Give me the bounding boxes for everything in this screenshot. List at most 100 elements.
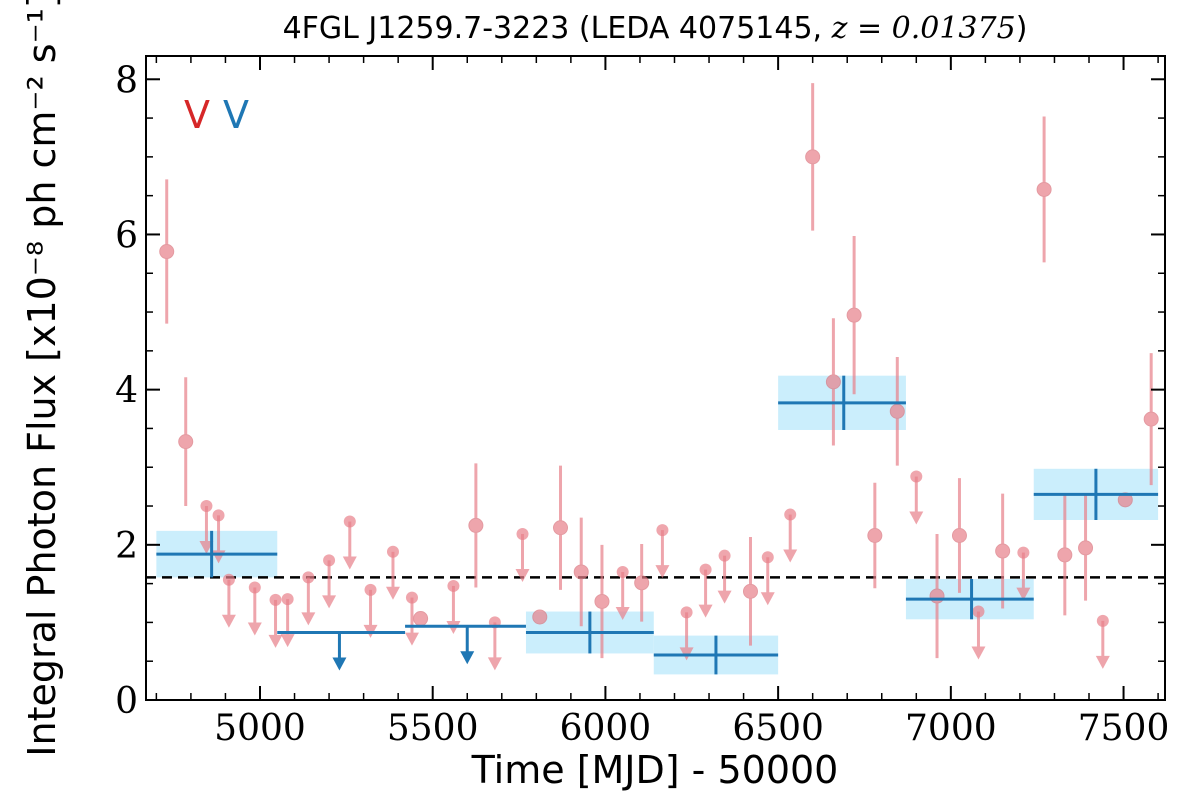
upper-limit-marker: [248, 581, 261, 594]
upper-limit-7: [342, 515, 357, 570]
upper-limit-3: [268, 593, 283, 648]
detection-marker: [178, 434, 194, 450]
detection-marker: [805, 149, 821, 165]
upper-limit-arrow: [909, 476, 924, 525]
upper-limit-arrow: [1016, 552, 1031, 601]
upper-limit-arrow: [268, 599, 283, 648]
upper-limit-18: [717, 549, 732, 604]
upper-limit-arrow-head: [1016, 587, 1031, 601]
upper-limit-arrow-head: [760, 592, 775, 606]
detection-marker: [1117, 492, 1133, 508]
detection-marker: [468, 517, 484, 533]
upper-limit-arrow: [1095, 620, 1110, 669]
upper-limit-2: [247, 581, 262, 636]
bin-upper-limit-head: [460, 651, 475, 665]
upper-limit-1: [221, 573, 236, 628]
bin-point-1: [277, 630, 406, 671]
upper-limit-arrow-head: [301, 612, 316, 626]
upper-limit-marker: [405, 591, 418, 604]
title-close: ): [1016, 11, 1028, 46]
x-tick-label: 5500: [387, 708, 479, 749]
detection-point-11: [825, 318, 841, 446]
upper-limit-arrow-head: [515, 568, 530, 582]
upper-limit-marker: [269, 593, 282, 606]
upper-limit-arrow-head: [698, 604, 713, 618]
upper-limit-12: [487, 616, 502, 671]
detection-marker: [889, 403, 905, 419]
detection-point-21: [1117, 492, 1133, 508]
upper-limit-arrow: [301, 577, 316, 626]
detection-point-19: [1057, 494, 1073, 616]
detection-point-22: [1143, 353, 1159, 486]
legend-mark-blue: V: [184, 93, 210, 137]
upper-limit-arrow: [199, 506, 214, 555]
upper-limit-17: [698, 563, 713, 618]
upper-limit-13: [515, 527, 530, 582]
detection-point-10: [805, 83, 821, 231]
upper-limit-marker: [656, 524, 669, 537]
upper-limit-arrow-head: [404, 632, 419, 646]
upper-limit-marker: [200, 500, 213, 513]
upper-limit-arrow-head: [717, 590, 732, 604]
detection-marker: [867, 528, 883, 544]
legend-marks: V V: [184, 93, 249, 137]
detection-point-15: [929, 533, 945, 659]
detection-point-18: [1036, 116, 1052, 263]
y-tick-label: 4: [115, 371, 138, 412]
plot-area: 5000 5500 6000 6500 7000 7500 0 2 4 6 8: [115, 55, 1170, 749]
upper-limit-19: [760, 551, 775, 606]
x-tick-label: 5000: [214, 708, 306, 749]
upper-limit-arrow: [717, 555, 732, 604]
upper-limit-arrow-head: [615, 606, 630, 620]
detection-marker: [573, 564, 589, 580]
upper-limit-marker: [699, 563, 712, 576]
y-tick-label: 6: [115, 215, 138, 256]
bin-point-0: [156, 530, 278, 578]
upper-limit-20: [783, 508, 798, 563]
x-axis-label: Time [MJD] - 50000: [471, 748, 839, 792]
upper-limit-marker: [302, 571, 315, 584]
upper-limit-arrow: [363, 589, 378, 638]
upper-limit-10: [404, 591, 419, 646]
upper-limit-marker: [323, 554, 336, 567]
title-redshift: z = 0.01375: [831, 11, 1016, 46]
upper-limit-marker: [447, 579, 460, 592]
bin-upper-limit: [332, 632, 347, 671]
x-tick-label: 7500: [1078, 708, 1170, 749]
detection-point-1: [178, 377, 194, 507]
upper-limit-marker: [343, 515, 356, 528]
upper-limit-arrow: [615, 571, 630, 620]
upper-limit-21: [909, 470, 924, 525]
detection-point-9: [742, 537, 758, 646]
title-source: 4FGL J1259.7-3223 (LEDA 4075145,: [283, 11, 832, 46]
upper-limit-24: [1095, 614, 1110, 669]
upper-limit-marker: [1017, 546, 1030, 559]
detection-marker: [846, 307, 862, 323]
y-axis-label: Integral Photon Flux [x10⁻⁸ ph cm⁻² s⁻¹]: [20, 0, 64, 757]
upper-limit-marker: [616, 565, 629, 578]
upper-limit-arrow: [515, 533, 530, 582]
upper-limit-8: [363, 583, 378, 638]
upper-limit-9: [385, 545, 400, 600]
upper-limit-arrow-head: [247, 622, 262, 636]
upper-limit-marker: [1096, 614, 1109, 627]
detection-point-7: [594, 544, 610, 659]
upper-limit-0: [199, 500, 214, 555]
y-tick-label: 2: [115, 526, 138, 567]
bin-point-4: [653, 635, 779, 675]
y-tick-label: 0: [115, 681, 138, 722]
x-tick-label: 6000: [560, 708, 652, 749]
legend-mark-red: V: [223, 93, 249, 137]
bin-upper-limit: [460, 626, 475, 665]
upper-limit-marker: [281, 593, 294, 606]
upper-limit-arrow: [385, 551, 400, 600]
upper-limit-arrow-head: [1095, 655, 1110, 669]
upper-limit-marker: [516, 527, 529, 540]
detection-point-3: [468, 463, 484, 588]
detection-marker: [553, 520, 569, 536]
upper-limit-arrow: [783, 514, 798, 563]
upper-limit-arrow: [221, 579, 236, 628]
upper-limit-arrow-head: [199, 541, 214, 555]
upper-limit-5: [301, 571, 316, 626]
detection-point-0: [159, 179, 175, 324]
